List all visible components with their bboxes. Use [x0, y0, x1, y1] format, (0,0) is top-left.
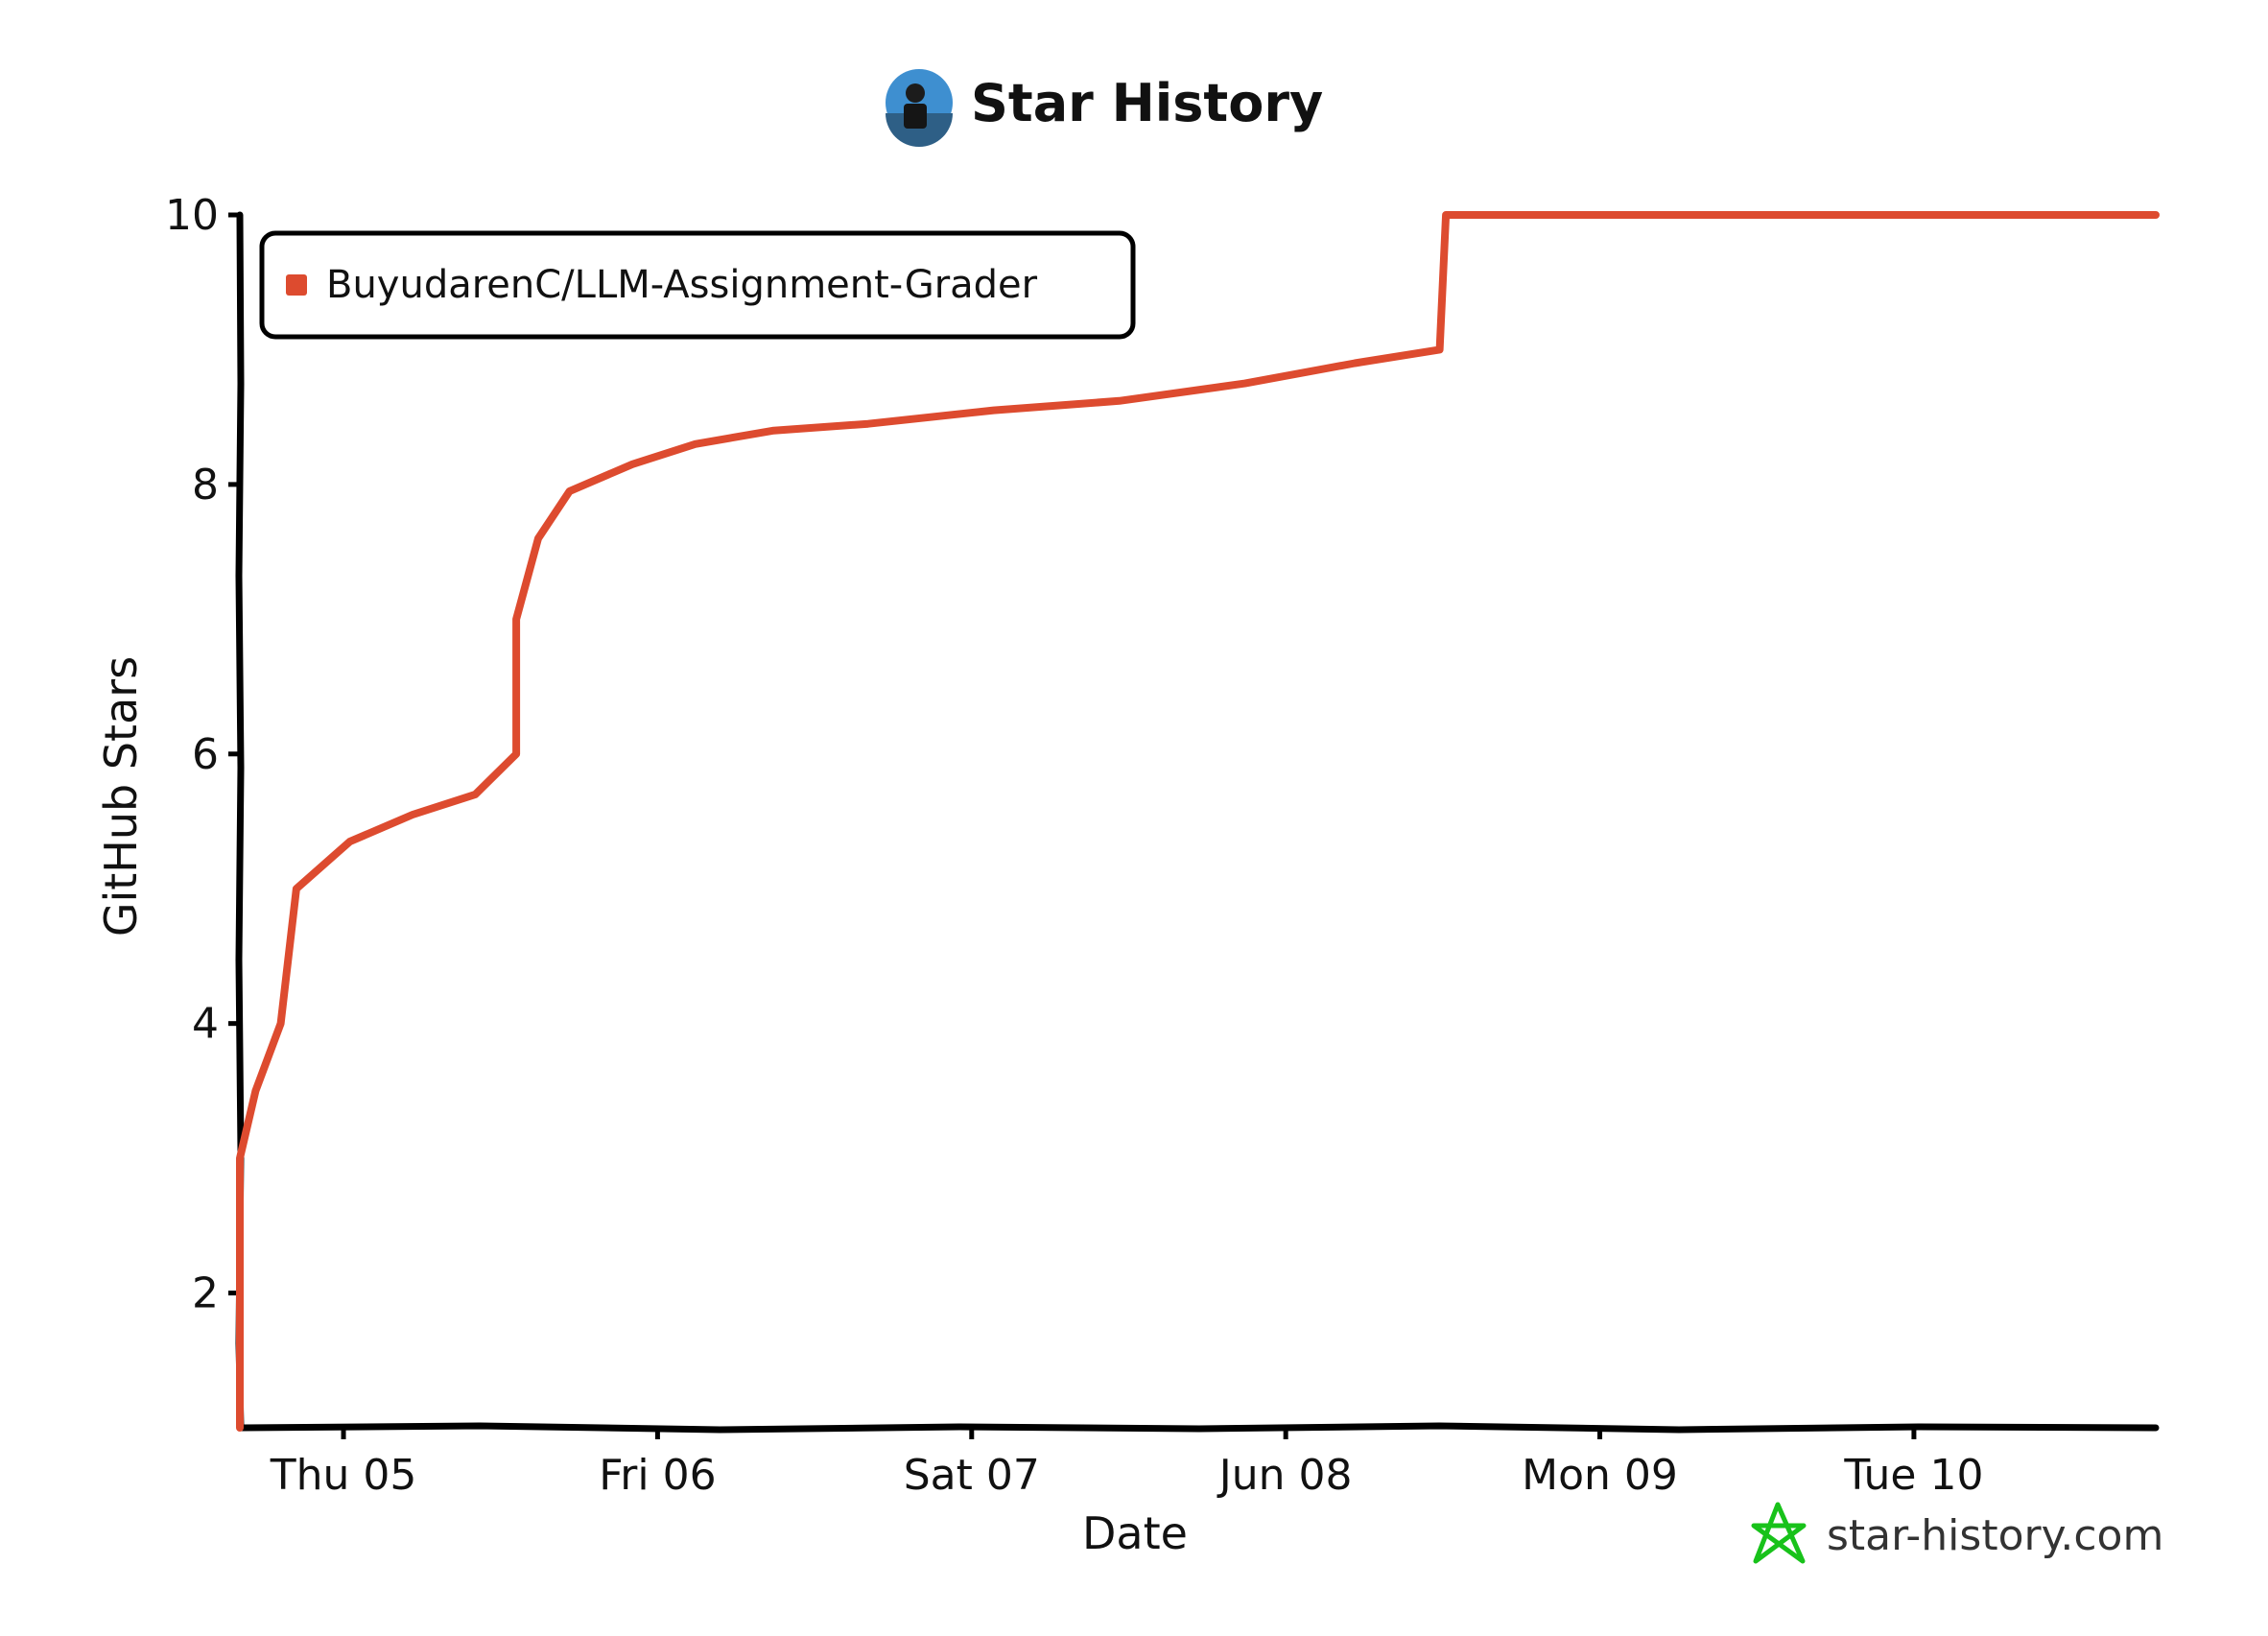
y-ticks: 2 4 6 8 10 — [165, 191, 240, 1318]
legend-box — [259, 230, 1136, 340]
watermark-text: star-history.com — [1827, 1511, 2163, 1560]
legend-label: BuyudarenC/LLM-Assignment-Grader — [326, 263, 1038, 307]
x-tick-label: Tue 10 — [1843, 1451, 1983, 1500]
avatar-icon — [886, 69, 953, 147]
star-icon — [1751, 1502, 1807, 1564]
x-axis-title: Date — [1082, 1507, 1188, 1559]
watermark: star-history.com — [1751, 1502, 2163, 1564]
x-axis-line — [236, 1422, 2160, 1434]
legend-swatch — [286, 274, 307, 296]
legend: BuyudarenC/LLM-Assignment-Grader — [259, 230, 1136, 340]
x-tick-label: Sat 07 — [904, 1451, 1040, 1500]
x-tick-label: Jun 08 — [1217, 1451, 1353, 1500]
y-tick-label: 10 — [165, 191, 219, 240]
y-tick-label: 8 — [192, 461, 219, 510]
chart-title: Star History — [971, 73, 1323, 133]
y-tick-label: 2 — [192, 1269, 219, 1318]
x-tick-label: Fri 06 — [599, 1451, 716, 1500]
series-line — [236, 211, 2160, 1432]
chart-title-group: Star History — [886, 69, 1323, 147]
y-axis-title: GitHub Stars — [95, 656, 147, 937]
y-tick-label: 4 — [192, 1000, 219, 1049]
x-ticks: Thu 05 Fri 06 Sat 07 Jun 08 Mon 09 Tue 10 — [270, 1428, 1983, 1500]
x-tick-label: Thu 05 — [270, 1451, 417, 1500]
y-tick-label: 6 — [192, 730, 219, 779]
x-tick-label: Mon 09 — [1522, 1451, 1678, 1500]
